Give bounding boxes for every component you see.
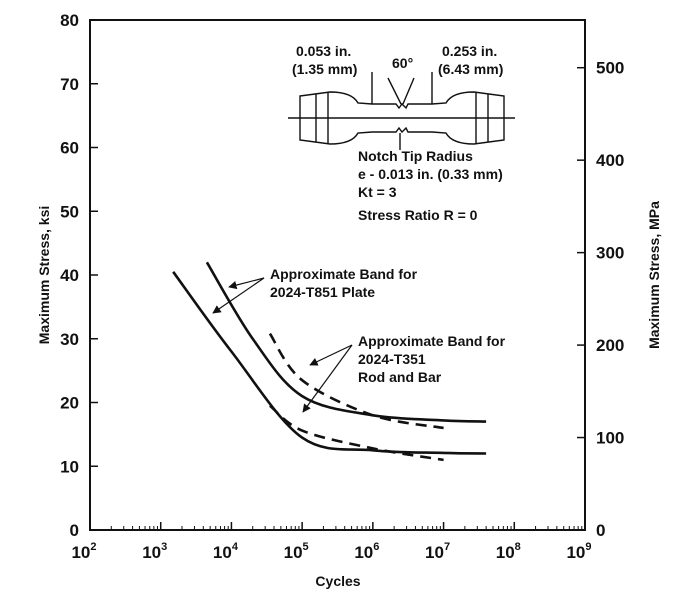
axis-ticks: 102 103 104 105 106 107 108 109 0 10 20 30 40 50 60 70 8… xyxy=(60,11,624,562)
y-tick-label-left: 60 xyxy=(60,139,79,158)
specimen-angle-label: 60° xyxy=(392,55,413,71)
y-tick-label-left: 40 xyxy=(60,266,79,285)
series-curve-3 xyxy=(268,332,444,430)
specimen-outline xyxy=(299,91,505,145)
x-tick-label: 105 xyxy=(284,541,309,562)
specimen-dim-right-2: (6.43 mm) xyxy=(438,61,503,77)
specimen-note-1: Notch Tip Radius xyxy=(358,148,473,164)
specimen-diagram xyxy=(288,72,515,150)
specimen-note-4: Stress Ratio R = 0 xyxy=(358,207,478,223)
specimen-angle-right xyxy=(402,77,415,105)
annotation-t851-arrow-upper xyxy=(228,277,265,290)
y-tick-label-right: 200 xyxy=(596,336,624,355)
y-tick-label-left: 70 xyxy=(60,75,79,94)
y-axis-title-right: Maximum Stress, MPa xyxy=(646,201,662,349)
x-tick-label: 103 xyxy=(142,541,167,562)
specimen-dim-left-2: (1.35 mm) xyxy=(292,61,357,77)
annotation-t351-arrow-upper xyxy=(309,344,353,366)
annotation-t851: Approximate Band for 2024-T851 Plate xyxy=(212,266,418,314)
annotation-t851-arrow-lower xyxy=(212,277,265,314)
x-tick-label: 102 xyxy=(71,541,96,562)
x-tick-label: 108 xyxy=(496,541,521,562)
x-tick-label: 107 xyxy=(425,541,450,562)
y-tick-label-left: 20 xyxy=(60,394,79,413)
x-axis-title: Cycles xyxy=(315,573,360,589)
specimen-note-2: e - 0.013 in. (0.33 mm) xyxy=(358,166,503,182)
specimen-angle-left xyxy=(387,77,402,105)
series-curve-1 xyxy=(205,261,487,423)
annotation-t351-line3: Rod and Bar xyxy=(358,369,442,385)
x-tick-label: 106 xyxy=(354,541,379,562)
y-tick-label-right: 400 xyxy=(596,151,624,170)
y-tick-label-left: 30 xyxy=(60,330,79,349)
annotation-t851-line2: 2024-T851 Plate xyxy=(270,284,375,300)
specimen-dim-left-1: 0.053 in. xyxy=(296,43,351,59)
y-tick-label-right: 100 xyxy=(596,429,624,448)
annotation-t351-line2: 2024-T351 xyxy=(358,351,426,367)
series-curve-2 xyxy=(172,271,487,455)
y-tick-label-left: 0 xyxy=(70,521,79,540)
y-tick-label-left: 10 xyxy=(60,457,79,476)
x-tick-label: 109 xyxy=(566,541,591,562)
series-curve-4 xyxy=(269,404,444,462)
annotation-t351-arrow-lower xyxy=(302,344,353,413)
annotation-t351: Approximate Band for 2024-T351 Rod and B… xyxy=(302,333,506,413)
y-tick-label-right: 500 xyxy=(596,59,624,78)
y-tick-label-right: 300 xyxy=(596,244,624,263)
annotation-t851-line1: Approximate Band for xyxy=(270,266,418,282)
specimen-dim-right-1: 0.253 in. xyxy=(442,43,497,59)
y-tick-label-right: 0 xyxy=(596,521,605,540)
y-tick-label-left: 80 xyxy=(60,11,79,30)
annotation-t351-line1: Approximate Band for xyxy=(358,333,506,349)
x-tick-label: 104 xyxy=(213,541,239,562)
series-layer xyxy=(172,261,487,462)
specimen-note-3: Kt = 3 xyxy=(358,184,397,200)
y-axis-title-left: Maximum Stress, ksi xyxy=(36,206,52,345)
y-tick-label-left: 50 xyxy=(60,202,79,221)
